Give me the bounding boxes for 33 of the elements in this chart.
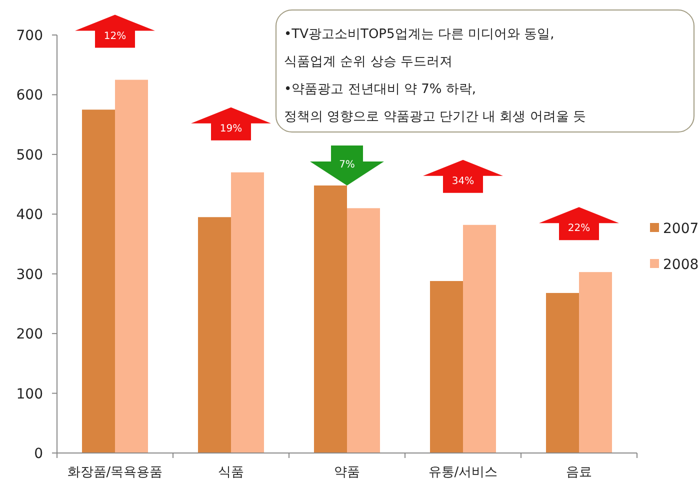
legend-label: 2007 — [663, 221, 699, 237]
bar — [347, 208, 380, 453]
annotation: 19% — [220, 123, 242, 134]
y-tick-label: 200 — [16, 326, 43, 343]
annotation: •TV광고소비TOP5업계는 다른 미디어와 동일, — [284, 27, 554, 42]
x-tick-label: 약품 — [334, 465, 360, 480]
y-tick-label: 500 — [16, 147, 43, 164]
bar — [463, 224, 496, 453]
y-tick-label: 0 — [34, 446, 43, 462]
x-tick-label: 음료 — [566, 465, 592, 480]
y-tick-label: 700 — [16, 28, 43, 44]
x-tick-label: 유통/서비스 — [428, 465, 498, 480]
annotation: 식품업계 순위 상승 두드러져 — [284, 54, 452, 70]
annotation: 22% — [568, 223, 590, 234]
y-tick-label: 600 — [16, 88, 43, 104]
annotation: 7% — [339, 159, 355, 170]
bar — [82, 110, 115, 453]
bar — [579, 272, 612, 453]
x-tick-label: 식품 — [218, 465, 244, 480]
bar — [198, 217, 231, 453]
bar — [546, 292, 579, 453]
annotation: 정책의 영향으로 약품광고 단기간 내 회생 어려울 듯 — [284, 110, 586, 124]
y-tick-label: 400 — [16, 207, 43, 224]
bar — [115, 80, 148, 453]
legend-label: 2008 — [663, 257, 699, 273]
annotation: 34% — [452, 176, 474, 187]
y-tick-label: 300 — [16, 266, 43, 283]
y-tick-label: 100 — [16, 386, 43, 402]
annotation: •약품광고 전년대비 약 7% 하락, — [284, 82, 476, 97]
annotation: 12% — [104, 30, 126, 42]
bar — [430, 281, 463, 453]
bar — [231, 172, 264, 453]
x-tick-label: 화장품/목욕용품 — [67, 465, 163, 480]
